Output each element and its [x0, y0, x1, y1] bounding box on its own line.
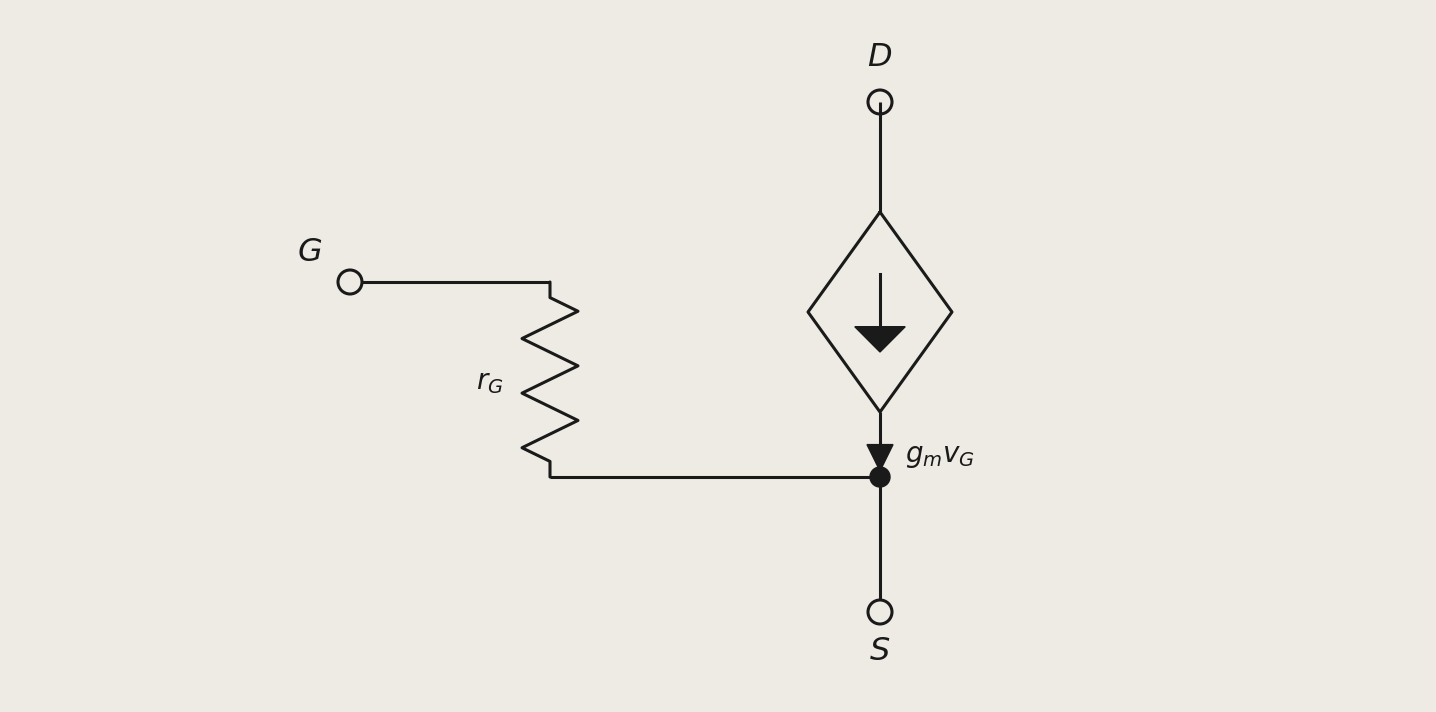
Text: $r_G$: $r_G$ — [477, 369, 504, 395]
Polygon shape — [867, 444, 893, 471]
Text: $G$: $G$ — [297, 236, 323, 268]
Polygon shape — [854, 327, 905, 352]
Text: $g_m v_G$: $g_m v_G$ — [905, 444, 975, 471]
Text: $D$: $D$ — [867, 41, 893, 73]
Text: $S$: $S$ — [869, 637, 890, 668]
Circle shape — [870, 467, 890, 487]
